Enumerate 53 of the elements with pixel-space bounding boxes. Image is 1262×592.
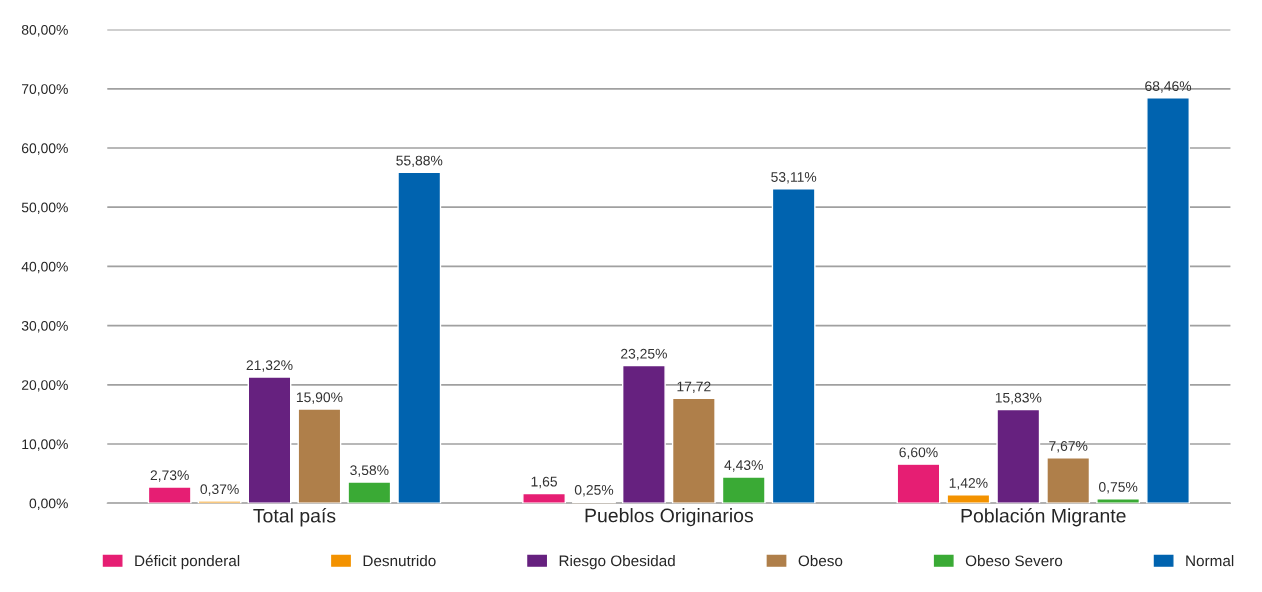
data-label: 15,83% <box>995 392 1042 405</box>
x-tick-label: Total país <box>253 508 336 527</box>
bar <box>621 364 666 504</box>
data-label: 1,42% <box>949 478 988 490</box>
bar <box>996 408 1041 504</box>
data-label: 2,73% <box>150 470 189 482</box>
y-tick-label: 40,00% <box>21 261 68 274</box>
x-tick-label: Pueblos Originarios <box>585 508 753 527</box>
legend-label: Riesgo Obesidad <box>559 555 675 570</box>
data-label: 23,25% <box>621 348 667 361</box>
bar <box>1096 498 1141 504</box>
bar <box>147 486 192 504</box>
data-label: 15,90% <box>296 392 343 404</box>
bar <box>347 481 392 504</box>
data-label: 55,88% <box>396 155 443 168</box>
data-label: 0,25% <box>574 484 614 497</box>
data-label: 7,67% <box>1049 441 1088 453</box>
data-label: 68,46% <box>1145 81 1192 93</box>
legend-label: Obeso <box>798 555 843 567</box>
legend-label: Desnutrido <box>363 555 436 567</box>
bar <box>946 494 991 504</box>
data-label: 0,75% <box>1098 482 1138 494</box>
legend-label: Obeso Severo <box>965 555 1063 567</box>
y-tick-label: 60,00% <box>21 143 68 155</box>
y-tick-label: 80,00% <box>21 24 68 37</box>
legend-label: Normal <box>1186 555 1234 567</box>
bar <box>1146 97 1190 504</box>
bar <box>671 397 716 504</box>
y-tick-label: 50,00% <box>21 202 68 215</box>
bar <box>771 188 816 504</box>
bar <box>247 376 292 504</box>
data-label: 21,32% <box>246 360 293 372</box>
data-label: 4,43% <box>724 460 763 472</box>
y-tick-label: 0,00% <box>29 498 68 511</box>
data-label: 3,58% <box>350 465 389 477</box>
bar <box>896 463 941 504</box>
data-label: 53,11% <box>771 172 817 184</box>
y-tick-label: 70,00% <box>21 84 68 96</box>
data-label: 17,72 <box>677 381 711 394</box>
bar <box>1046 457 1091 504</box>
bar <box>721 476 766 504</box>
bar <box>197 500 242 504</box>
legend-label: Déficit ponderal <box>135 554 240 570</box>
y-tick-label: 20,00% <box>21 380 68 392</box>
x-tick-label: Población Migrante <box>961 508 1126 527</box>
data-label: 6,60% <box>899 447 938 459</box>
data-label: 0,37% <box>200 484 239 496</box>
bar <box>397 171 442 504</box>
bar <box>522 492 566 504</box>
y-tick-label: 10,00% <box>22 439 68 451</box>
bar <box>297 408 342 504</box>
y-tick-label: 30,00% <box>21 320 68 333</box>
data-label: 1,65 <box>531 476 557 489</box>
